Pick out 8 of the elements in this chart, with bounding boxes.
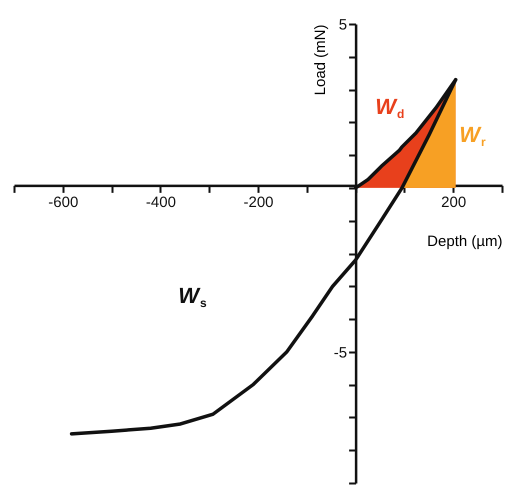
x-tick-label: 200 [441, 194, 466, 211]
x-tick-label: -200 [243, 194, 274, 211]
x-tick-label: -600 [48, 194, 78, 211]
y-axis-title: Load (mN) [312, 24, 329, 96]
x-axis-title: Depth (µm) [427, 232, 502, 250]
y-tick-label: 5 [338, 16, 348, 34]
x-tick-label: -400 [146, 194, 176, 211]
y-tick-label: -5 [334, 344, 348, 362]
